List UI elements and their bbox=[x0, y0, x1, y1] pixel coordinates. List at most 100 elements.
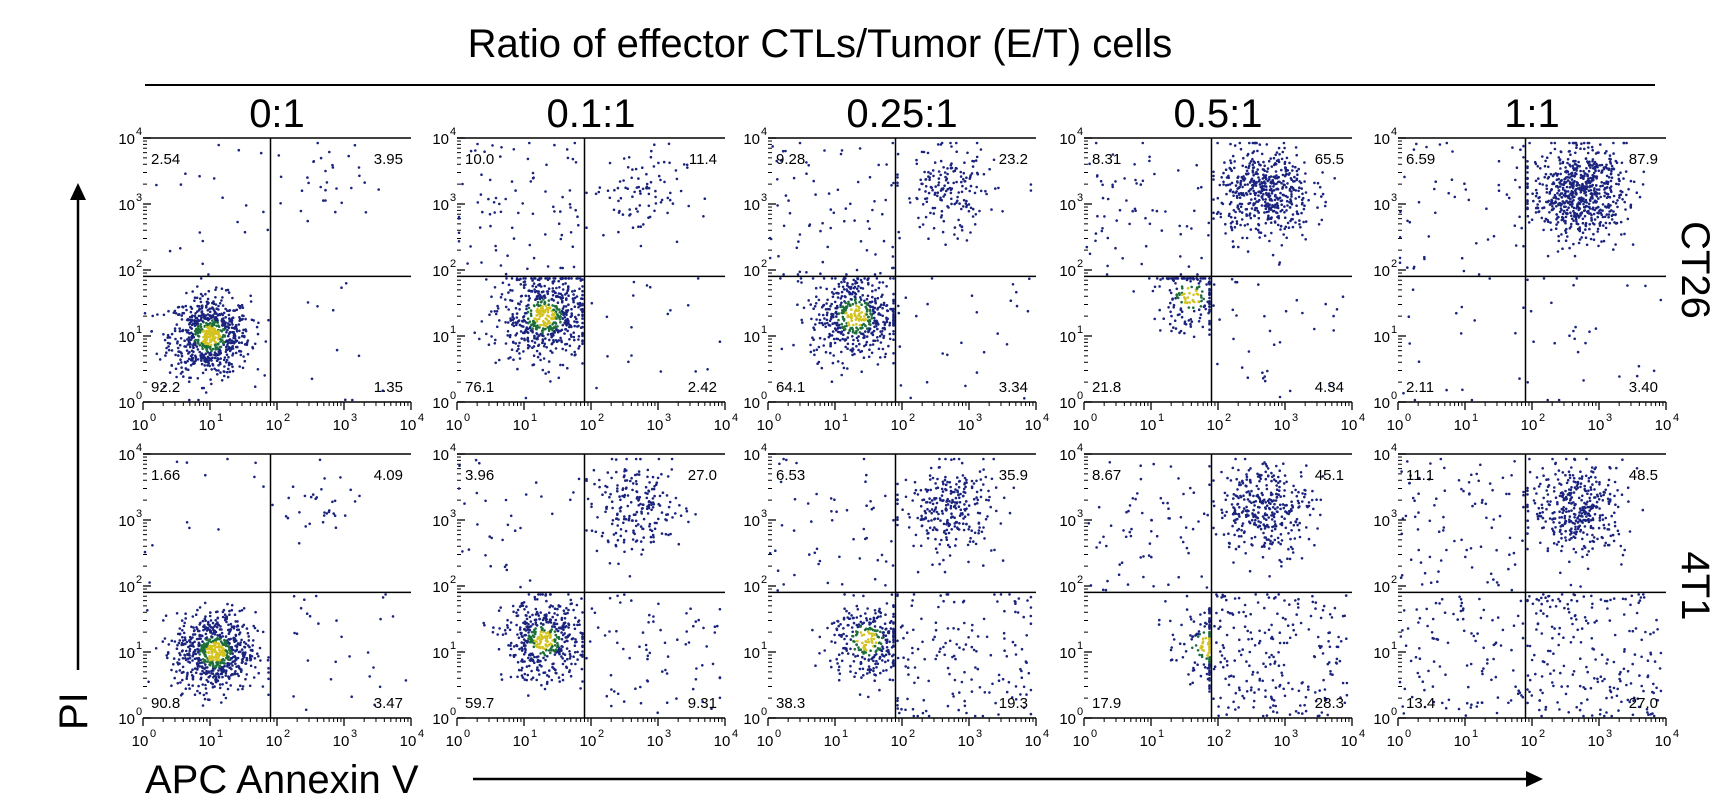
event-dot bbox=[1573, 175, 1576, 178]
event-dot bbox=[1565, 200, 1568, 203]
event-dot bbox=[199, 637, 202, 640]
event-dot bbox=[1575, 192, 1578, 195]
y-tick-exponent: 1 bbox=[136, 640, 142, 652]
event-dot bbox=[1208, 297, 1211, 300]
y-tick-label: 10 bbox=[118, 579, 135, 596]
event-dot bbox=[257, 672, 260, 675]
event-dot bbox=[232, 309, 235, 312]
event-dot bbox=[1563, 181, 1566, 184]
event-dot bbox=[1596, 164, 1599, 167]
event-dot bbox=[1478, 273, 1481, 276]
event-dot bbox=[544, 343, 547, 346]
event-dot bbox=[324, 189, 327, 192]
event-dot bbox=[702, 215, 705, 218]
event-dot bbox=[866, 341, 869, 344]
event-dot bbox=[897, 231, 900, 234]
event-dot bbox=[237, 304, 240, 307]
event-dot bbox=[533, 282, 536, 285]
event-dot bbox=[217, 343, 220, 346]
event-dot bbox=[1030, 189, 1033, 192]
y-tick-label: 10 bbox=[743, 131, 760, 148]
event-dot bbox=[528, 289, 531, 292]
event-dot bbox=[1518, 377, 1521, 380]
event-dot bbox=[800, 281, 803, 284]
event-dot bbox=[1568, 163, 1571, 166]
event-dot bbox=[825, 351, 828, 354]
event-dot bbox=[881, 294, 884, 297]
event-dots bbox=[458, 142, 722, 400]
event-dot bbox=[238, 323, 241, 326]
x-tick-label: 10 bbox=[446, 417, 463, 434]
event-dot bbox=[1278, 161, 1281, 164]
event-dot bbox=[201, 640, 204, 643]
event-dot bbox=[687, 304, 690, 307]
event-dot bbox=[1274, 177, 1277, 180]
event-dot bbox=[525, 308, 528, 311]
event-dot bbox=[520, 337, 523, 340]
event-dot bbox=[326, 181, 329, 184]
event-dot bbox=[1576, 181, 1579, 184]
event-dot bbox=[1543, 220, 1546, 223]
event-dot bbox=[1272, 185, 1275, 188]
event-dot bbox=[855, 330, 858, 333]
event-dot bbox=[972, 208, 975, 211]
event-dot bbox=[535, 338, 538, 341]
event-dot bbox=[1596, 195, 1599, 198]
event-dot bbox=[1256, 168, 1259, 171]
event-dot bbox=[543, 285, 546, 288]
event-dot bbox=[1463, 182, 1466, 185]
event-dot bbox=[238, 316, 241, 319]
event-dot bbox=[194, 315, 197, 318]
event-dot bbox=[842, 316, 845, 319]
event-dot bbox=[1558, 240, 1561, 243]
event-dot bbox=[823, 149, 826, 152]
event-dot bbox=[220, 628, 223, 631]
event-dot bbox=[1592, 167, 1595, 170]
event-dot bbox=[536, 309, 539, 312]
column-header-0.5:1: 0.5:1 bbox=[1174, 92, 1263, 136]
event-dot bbox=[1151, 209, 1154, 212]
event-dot bbox=[181, 318, 184, 321]
event-dot bbox=[871, 290, 874, 293]
x-tick-label: 10 bbox=[199, 733, 216, 750]
event-dot bbox=[222, 616, 225, 619]
event-dot bbox=[199, 328, 202, 331]
event-dot bbox=[570, 335, 573, 338]
event-dot bbox=[1612, 152, 1615, 155]
event-dot bbox=[854, 299, 857, 302]
quadrant-percent-lower-left: 64.1 bbox=[776, 379, 805, 396]
event-dot bbox=[184, 617, 187, 620]
event-dot bbox=[1585, 201, 1588, 204]
event-dot bbox=[494, 286, 497, 289]
event-dot bbox=[494, 310, 497, 313]
event-dot bbox=[1258, 179, 1261, 182]
event-dot bbox=[1526, 193, 1529, 196]
event-dot bbox=[551, 314, 554, 317]
event-dot bbox=[216, 359, 219, 362]
event-dot bbox=[844, 346, 847, 349]
event-dot bbox=[207, 313, 210, 316]
event-dot bbox=[577, 277, 580, 280]
event-dot bbox=[577, 325, 580, 328]
event-dot bbox=[841, 330, 844, 333]
quadrant-percent-upper-left: 9.28 bbox=[776, 151, 805, 168]
event-dot bbox=[1321, 219, 1324, 222]
event-dot bbox=[1514, 224, 1517, 227]
event-dot bbox=[831, 277, 834, 280]
event-dot bbox=[177, 362, 180, 365]
event-dot bbox=[962, 178, 965, 181]
event-dot bbox=[1229, 183, 1232, 186]
event-dot bbox=[533, 288, 536, 291]
event-dot bbox=[946, 177, 949, 180]
event-dot bbox=[1342, 295, 1345, 298]
event-dot bbox=[1575, 142, 1578, 145]
event-dot bbox=[581, 313, 584, 316]
event-dot bbox=[771, 145, 774, 148]
event-dot bbox=[1294, 166, 1297, 169]
event-dot bbox=[506, 254, 509, 257]
event-dot bbox=[553, 314, 556, 317]
event-dot bbox=[975, 186, 978, 189]
event-dot bbox=[197, 399, 200, 402]
event-dot bbox=[1186, 279, 1189, 282]
event-dot bbox=[650, 156, 653, 159]
